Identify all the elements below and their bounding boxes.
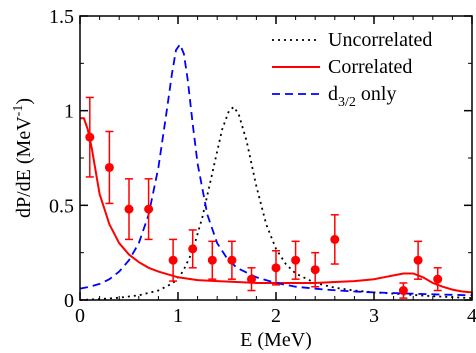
x-tick-label: 1 (173, 305, 183, 327)
data-point (271, 263, 281, 273)
data-point (227, 255, 237, 265)
data-point (413, 255, 423, 265)
legend-label-d32-base: d (328, 83, 338, 105)
x-tick-label: 0 (75, 305, 85, 327)
plot-content (79, 42, 473, 301)
data-point (330, 234, 340, 244)
legend: Uncorrelated Correlated d3/2 only (272, 29, 432, 110)
data-point (291, 255, 301, 265)
y-axis-title-close: ) (13, 98, 35, 105)
y-axis-title: dP/dE (MeV-1) (11, 98, 35, 218)
y-tick-label: 0.5 (49, 195, 74, 217)
y-tick-label: 1.5 (49, 6, 74, 28)
legend-label-correlated: Correlated (328, 56, 412, 78)
data-point (168, 255, 178, 265)
series-line-0 (79, 105, 473, 301)
y-axis-title-main: dP/dE (MeV (13, 116, 35, 218)
x-tick-label: 2 (271, 305, 281, 327)
data-point (104, 162, 114, 172)
legend-label-uncorrelated: Uncorrelated (328, 29, 432, 51)
series-line-2 (79, 42, 473, 297)
x-axis-title: E (MeV) (240, 329, 312, 351)
axis-ticks: 0 1 2 3 4 0 0.5 1 1.5 (49, 6, 476, 327)
y-tick-label: 1 (64, 101, 74, 123)
data-point (310, 265, 320, 275)
data-point (247, 274, 256, 284)
x-tick-label: 3 (369, 305, 379, 327)
data-point (85, 132, 95, 142)
legend-label-d32-only: d3/2 only (328, 83, 396, 110)
data-point (398, 286, 408, 296)
x-tick-label: 4 (467, 305, 476, 327)
legend-label-d32-sub: 3/2 (338, 95, 356, 110)
legend-label-d32-suffix: only (356, 83, 397, 105)
y-tick-label: 0 (64, 290, 74, 312)
y-axis-title-sup: -1 (11, 105, 26, 117)
data-point (433, 274, 443, 284)
data-point (144, 204, 154, 214)
data-point (207, 255, 217, 265)
data-point (124, 204, 134, 214)
data-point (188, 244, 198, 254)
